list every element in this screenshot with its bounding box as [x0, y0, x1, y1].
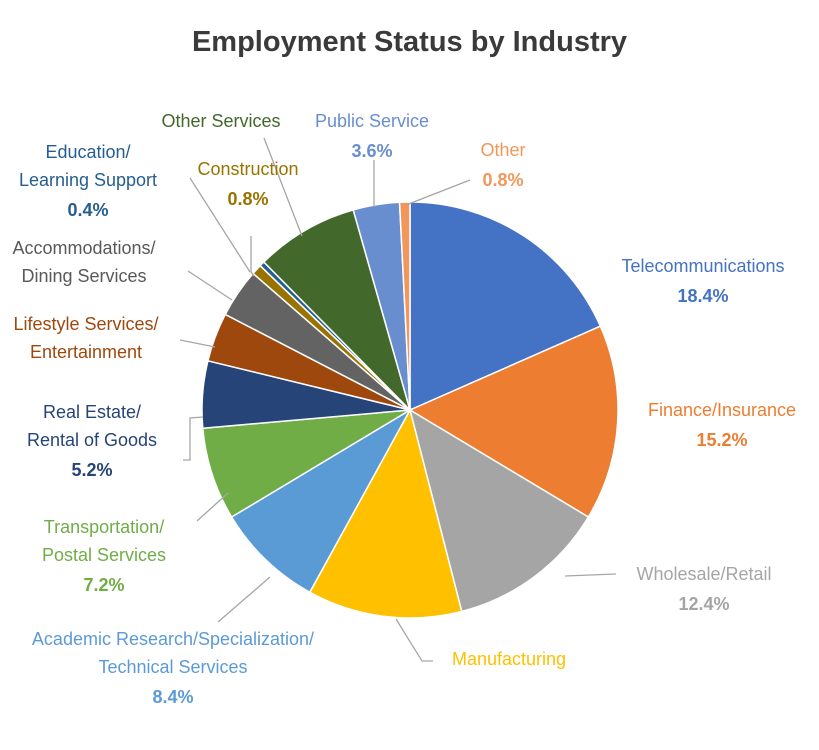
slice-value-label: 8.4% [152, 687, 193, 707]
leader-line [564, 573, 617, 577]
slice-value-label: 5.2% [71, 460, 112, 480]
leader-line [196, 492, 229, 522]
slice-label-line: Rental of Goods [27, 430, 157, 450]
slice-value-label: 0.4% [67, 200, 108, 220]
pie-slice [398, 201, 411, 411]
leader-lines-group [179, 137, 617, 662]
chart-title: Employment Status by Industry [191, 26, 628, 58]
leader-line [405, 179, 471, 206]
slice-label-line: Accommodations/ [12, 238, 155, 258]
leader-line [395, 618, 433, 662]
pie-slice [409, 201, 602, 412]
slice-value-label: 0.8% [482, 170, 523, 190]
slice-label-line: Wholesale/Retail [636, 564, 771, 584]
slice-label: Other 0.8% [480, 140, 525, 190]
slice-label: Construction 0.8% [197, 159, 298, 209]
leader-line [263, 137, 303, 237]
slice-label-line: Technical Services [98, 657, 247, 677]
slice-label-line: Manufacturing [452, 649, 566, 669]
slice-label: Accommodations/Dining Services [12, 238, 155, 286]
labels-group: Telecommunications 18.4% Finance/Insurance… [12, 111, 796, 707]
slice-label: Manufacturing [452, 649, 566, 669]
slice-label-line: Lifestyle Services/ [13, 314, 158, 334]
slice-label-line: Telecommunications [621, 256, 784, 276]
slice-label-line: Transportation/ [44, 517, 164, 537]
slices-group [201, 201, 619, 619]
leader-line [179, 339, 216, 348]
slice-value-label: 3.6% [351, 141, 392, 161]
leader-line [187, 270, 233, 301]
slice-label-line: Finance/Insurance [648, 400, 796, 420]
leader-line [189, 177, 251, 273]
leader-line [250, 236, 255, 277]
slice-label-line: Postal Services [42, 545, 166, 565]
slice-label: Wholesale/Retail 12.4% [636, 564, 771, 614]
slice-label: Academic Research/Specialization/Technic… [32, 629, 314, 707]
slice-label-line: Entertainment [30, 342, 142, 362]
slice-label: Real Estate/Rental of Goods 5.2% [27, 402, 157, 480]
pie-slice [262, 208, 411, 411]
slice-value-label: 7.2% [83, 575, 124, 595]
slice-label: Transportation/Postal Services 7.2% [42, 517, 166, 595]
slice-value-label: 18.4% [677, 286, 728, 306]
pie-slice [308, 407, 463, 619]
pie-slice [408, 408, 590, 613]
slice-label-line: Learning Support [19, 170, 157, 190]
slice-label: Education/Learning Support 0.4% [19, 142, 157, 220]
slice-label-line: Other [480, 140, 525, 160]
slice-label-line: Construction [197, 159, 298, 179]
slice-label-line: Education/ [45, 142, 130, 162]
slice-label-line: Other Services [161, 111, 280, 131]
slice-label: Finance/Insurance 15.2% [648, 400, 796, 450]
slice-label-line: Dining Services [21, 266, 146, 286]
slice-value-label: 12.4% [678, 594, 729, 614]
slice-label: Other Services [161, 111, 280, 131]
slice-value-label: 0.8% [227, 189, 268, 209]
slice-label: Public Service 3.6% [315, 111, 429, 161]
slice-value-label: 15.2% [696, 430, 747, 450]
pie-slice [230, 407, 412, 594]
slice-label: Telecommunications 18.4% [621, 256, 784, 306]
pie-slice [408, 325, 619, 519]
leader-line [217, 576, 271, 623]
slice-label-line: Public Service [315, 111, 429, 131]
slice-label-line: Academic Research/Specialization/ [32, 629, 314, 649]
leader-line [183, 416, 204, 461]
slice-label: Lifestyle Services/Entertainment [13, 314, 158, 362]
slice-label-line: Real Estate/ [43, 402, 141, 422]
